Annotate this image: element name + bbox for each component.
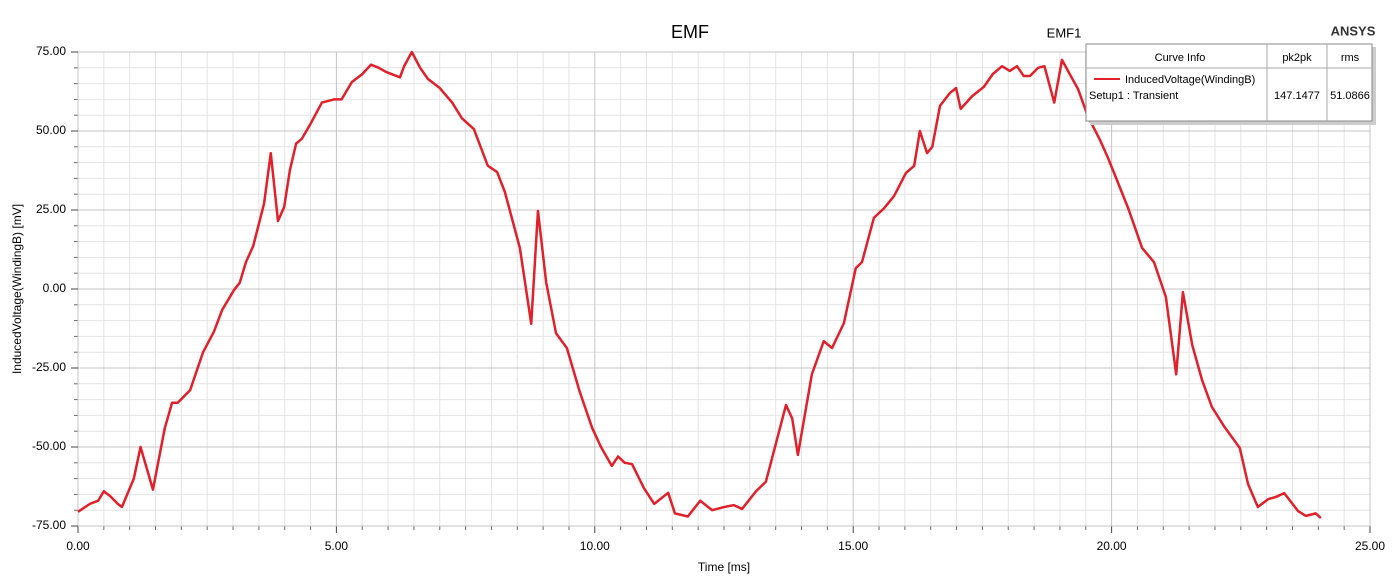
x-tick-label: 5.00: [325, 539, 349, 553]
plot: [77, 50, 1322, 520]
y-axis-label: InducedVoltage(WindingB) [mV]: [10, 204, 24, 374]
legend-entry: InducedVoltage(WindingB): [1125, 74, 1255, 86]
legend-box: [1085, 43, 1373, 122]
grid: [71, 51, 1371, 533]
legend: Curve Info pk2pk rms InducedVoltage(Wind…: [1085, 43, 1376, 125]
legend-setup: Setup1 : Transient: [1089, 90, 1178, 102]
legend-pk2pk: 147.1477: [1274, 90, 1320, 102]
y-tick-label: 0.00: [43, 281, 67, 295]
chart-title: EMF: [671, 22, 709, 42]
x-tick-label: 10.00: [580, 539, 610, 553]
brand: ANSYS: [1331, 23, 1376, 38]
x-axis-label: Time [ms]: [698, 560, 750, 574]
legend-header: pk2pk: [1282, 52, 1312, 64]
data-line: [77, 50, 1322, 520]
x-tick-label: 25.00: [1355, 539, 1385, 553]
legend-header: rms: [1341, 52, 1360, 64]
legend-rms: 51.0866: [1330, 90, 1370, 102]
y-tick-label: 50.00: [36, 123, 66, 137]
legend-header: Curve Info: [1155, 52, 1206, 64]
y-tick-label: 25.00: [36, 202, 66, 216]
y-tick-label: -25.00: [32, 360, 66, 374]
x-tick-label: 0.00: [66, 539, 90, 553]
y-tick-label: -75.00: [32, 518, 66, 532]
y-tick-label: 75.00: [36, 44, 66, 58]
y-tick-label: -50.00: [32, 439, 66, 453]
plot-name: EMF1: [1047, 25, 1082, 40]
x-tick-label: 20.00: [1097, 539, 1127, 553]
x-tick-label: 15.00: [838, 539, 868, 553]
